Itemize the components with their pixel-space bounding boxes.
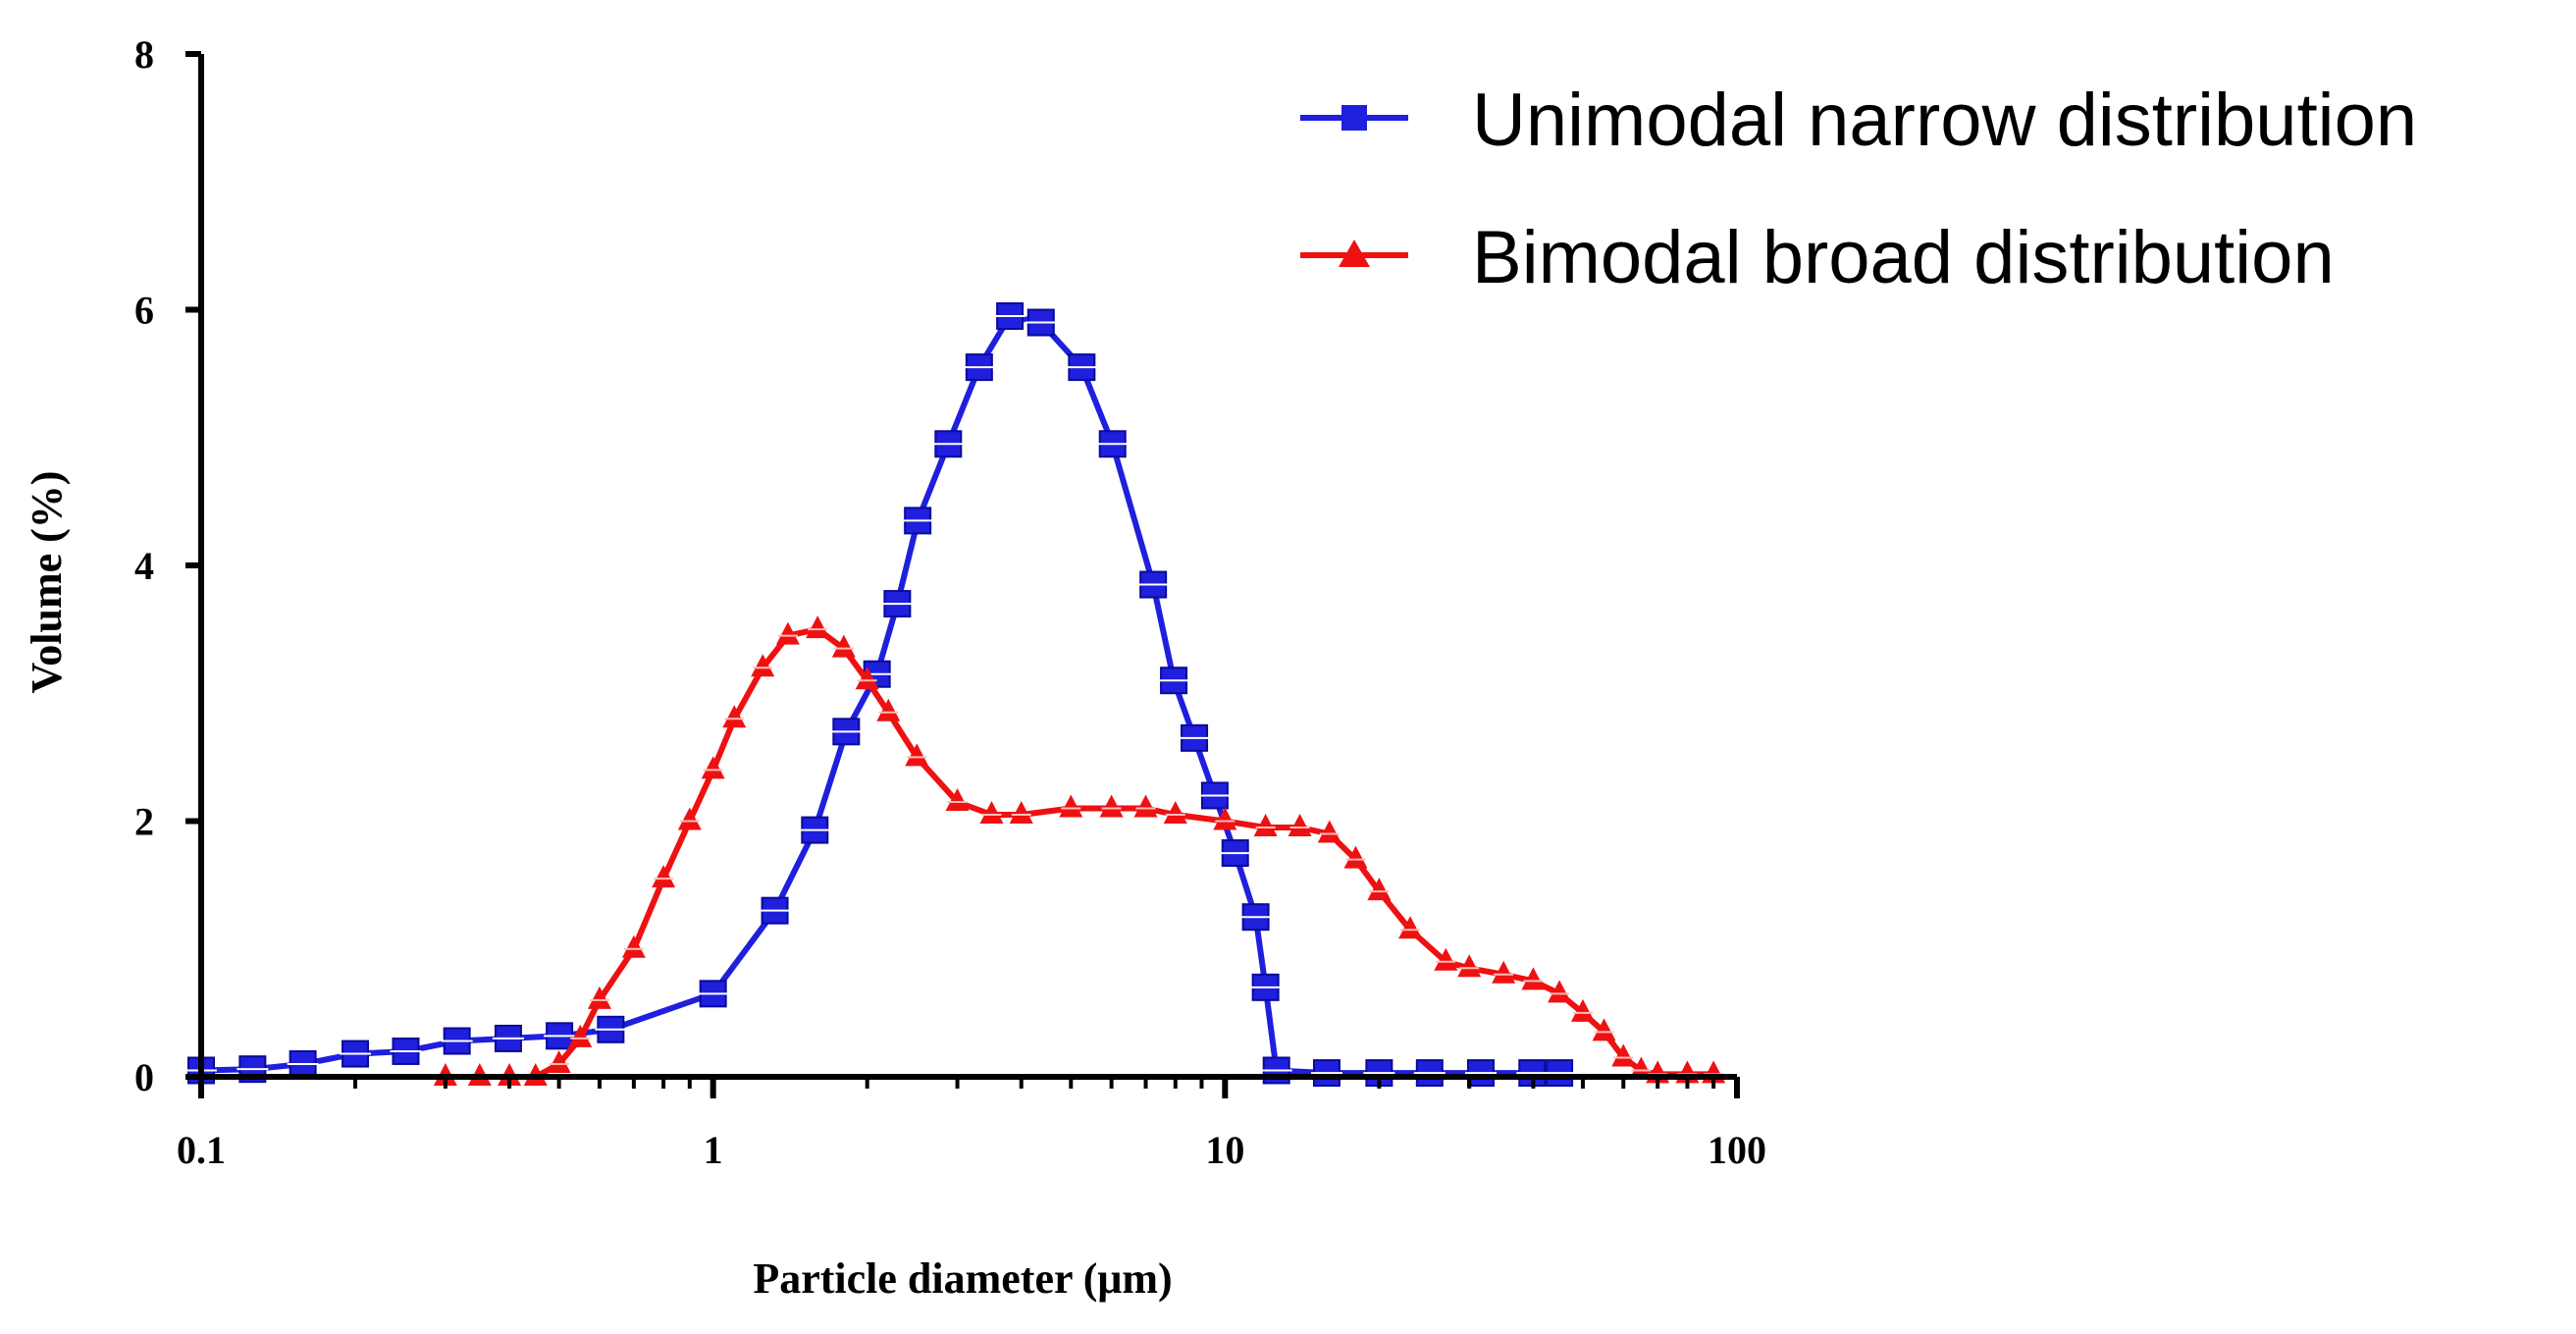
y-axis-title: Volume (%) [23,471,71,694]
data-point [1133,794,1158,818]
data-point [1343,845,1368,869]
data-point [876,698,901,721]
data-point [1629,1056,1654,1080]
data-point [1009,800,1033,824]
data-point [568,1024,593,1047]
data-point [1163,800,1187,824]
y-tick-label: 4 [134,544,154,588]
x-tick-label: 10 [1205,1128,1244,1172]
data-point [1457,954,1482,978]
data-point [831,634,856,658]
data-point [587,986,611,1009]
data-point [1592,1018,1616,1041]
data-point [1367,878,1392,901]
data-point [945,787,970,811]
y-tick-label: 8 [134,32,154,77]
legend-item-bimodal: Bimodal broad distribution [1300,216,2335,299]
data-point [652,865,676,888]
legend: Unimodal narrow distribution Bimodal bro… [1300,79,2417,299]
data-point [751,654,775,677]
y-tick-label: 2 [134,800,154,844]
data-point [1492,960,1516,984]
x-tick-label: 1 [704,1128,723,1172]
data-point [722,705,747,728]
data-point [1253,814,1278,837]
data-point [855,667,879,690]
x-tick-label: 0.1 [177,1128,226,1172]
series-unimodal [185,302,1576,1088]
legend-label-unimodal: Unimodal narrow distribution [1472,79,2417,162]
data-point [1398,916,1423,939]
data-point [701,756,725,779]
data-point [1570,998,1595,1022]
data-point [621,934,646,958]
x-tick-label: 100 [1708,1128,1766,1172]
data-point [775,621,800,645]
legend-item-unimodal: Unimodal narrow distribution [1300,79,2417,162]
data-point [979,800,1004,824]
x-axis-title: Particle diameter (μm) [753,1254,1172,1303]
data-point [677,807,702,830]
data-point [547,1049,571,1073]
data-point [1288,814,1312,837]
data-point [806,615,830,639]
data-point [1317,820,1341,843]
data-point [1434,947,1458,971]
data-point [1059,794,1083,818]
data-point [905,743,929,767]
legend-marker-unimodal [1341,105,1367,131]
y-tick-label: 0 [134,1055,154,1099]
ticks: 0 2 4 6 8 0.1 1 10 100 [134,32,1766,1172]
data-point [1548,980,1572,1003]
data-point [1611,1043,1636,1067]
legend-label-bimodal: Bimodal broad distribution [1472,216,2335,299]
legend-marker-bimodal [1339,240,1370,267]
y-tick-label: 6 [134,289,154,333]
data-point [1521,967,1546,990]
data-point [1213,807,1237,830]
data-point [1099,794,1124,818]
